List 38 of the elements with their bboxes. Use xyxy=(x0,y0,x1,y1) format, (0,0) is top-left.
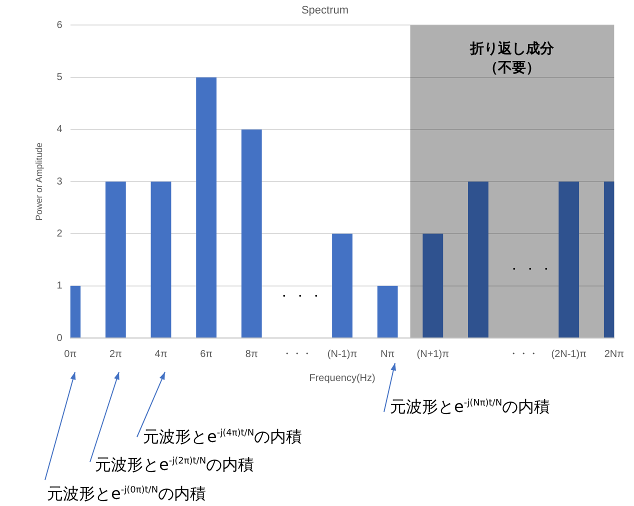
text: 元波形とe$^{-j(0π)t/N}$の内積 xyxy=(47,484,206,505)
text: 元波形とe$^{-j(4π)t/N}$の内積 xyxy=(143,427,302,448)
x-tick-label: 0π xyxy=(64,348,77,360)
band-label: 折り返し成分（不要） xyxy=(469,40,556,76)
bar xyxy=(105,182,126,338)
bar xyxy=(196,77,217,338)
y-tick-label: 4 xyxy=(56,124,63,136)
bar xyxy=(332,234,352,338)
bar xyxy=(150,182,172,338)
y-tick-label: 1 xyxy=(56,280,63,292)
text: 元波形とe$^{-j(Nπ)t/N}$の内積 xyxy=(390,397,550,418)
x-tick-label: 8π xyxy=(245,348,258,360)
annotation: ・ ・ ・ xyxy=(508,262,552,276)
bar xyxy=(558,182,580,338)
x-tick-label: ・・・ xyxy=(282,348,312,360)
bar xyxy=(377,286,398,338)
bar xyxy=(241,129,262,338)
x-tick-label: Nπ xyxy=(380,348,395,360)
x-tick-label: (N+1)π xyxy=(416,348,450,360)
bar xyxy=(422,234,444,338)
annotation: ・ ・ ・ xyxy=(278,289,322,304)
y-tick-label: 3 xyxy=(56,176,63,188)
x-tick-label: (2N-1)π xyxy=(551,348,587,360)
x-tick-label: 2π xyxy=(109,348,122,360)
y-tick-label: 6 xyxy=(56,20,63,31)
y-tick-label: 5 xyxy=(56,72,63,84)
x-tick-label: 4π xyxy=(154,348,168,360)
text: 元波形とe$^{-j(2π)t/N}$の内積 xyxy=(95,455,254,476)
y-tick-label: 2 xyxy=(56,228,63,240)
y-tick-label: 0 xyxy=(56,332,63,344)
chart-title: Spectrum xyxy=(301,4,349,17)
x-tick-label: (N-1)π xyxy=(327,348,358,360)
x-tick-label: 6π xyxy=(200,348,213,360)
bar xyxy=(468,182,488,338)
x-axis-title: Frequency(Hz) xyxy=(309,372,376,384)
x-tick-label: 2Nπ xyxy=(604,348,624,360)
y-axis-title: Power or Amplitude xyxy=(34,142,44,221)
x-tick-label: ・・・ xyxy=(508,348,539,360)
